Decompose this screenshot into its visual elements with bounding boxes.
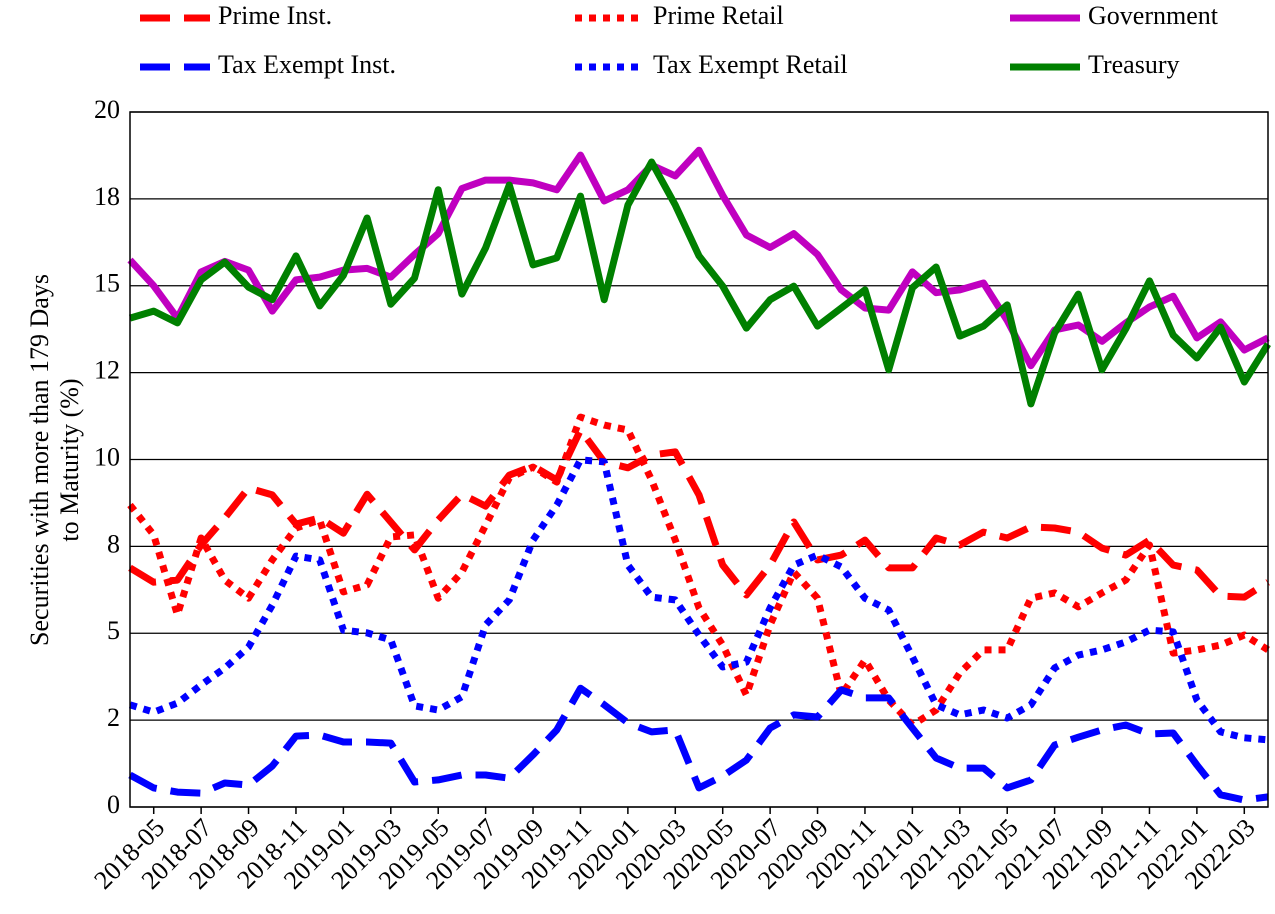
legend-label: Treasury (1088, 50, 1179, 79)
series-line (128, 426, 1270, 601)
series-line (127, 413, 1270, 729)
series-line (127, 146, 1270, 370)
legend-label: Tax Exempt Inst. (218, 50, 396, 79)
series-line (128, 456, 1269, 744)
legend-label: Tax Exempt Retail (653, 50, 848, 79)
y-tick-label: 5 (107, 616, 120, 645)
series-line (128, 684, 1269, 804)
y-tick-label: 2 (107, 703, 120, 732)
y-tick-label: 10 (94, 442, 120, 471)
y-tick-label: 20 (94, 95, 120, 124)
legend-label: Prime Inst. (218, 1, 332, 30)
plot-frame (129, 111, 1269, 808)
y-axis-label: Securities with more than 179 Days (25, 274, 54, 646)
y-tick-label: 18 (94, 182, 120, 211)
y-tick-label: 0 (107, 790, 120, 819)
y-tick-label: 8 (107, 529, 120, 558)
y-axis-label: to Maturity (%) (55, 378, 84, 541)
y-tick-label: 15 (94, 269, 120, 298)
y-tick-label: 12 (94, 356, 120, 385)
series-line (129, 158, 1271, 408)
legend-label: Prime Retail (653, 1, 784, 30)
legend-label: Government (1088, 1, 1219, 30)
